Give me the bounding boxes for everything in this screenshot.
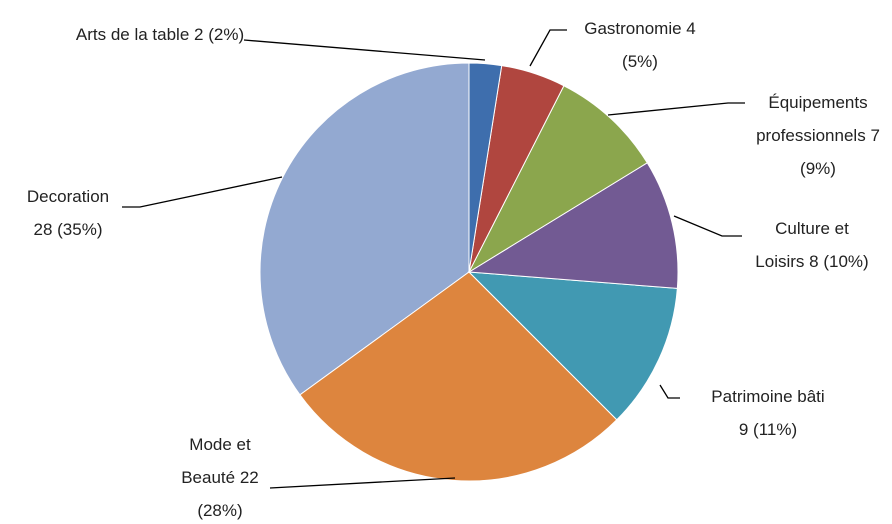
- category-label: Gastronomie: [584, 19, 682, 38]
- category-label: Patrimoine bâti: [711, 387, 825, 406]
- category-label: Arts de la table: [75, 25, 190, 44]
- pie-slice: [467, 271, 678, 421]
- leader-line: [243, 39, 486, 61]
- leader-line: [269, 477, 456, 489]
- data-label: Arts de la table 2 (2%): [70, 18, 250, 51]
- value-label: 22 (28%): [197, 468, 259, 520]
- leader-line: [122, 176, 283, 208]
- value-label: 2 (2%): [194, 25, 245, 44]
- category-label: Culture et Loisirs: [755, 219, 849, 271]
- data-label: Mode et Beauté 22 (28%): [165, 428, 275, 524]
- value-label: 9 (11%): [738, 420, 798, 439]
- data-label: Équipements professionnels 7 (9%): [756, 86, 881, 185]
- category-label: Decoration: [26, 187, 110, 206]
- leader-line: [529, 29, 567, 67]
- leader-line: [607, 102, 745, 116]
- category-label: Mode et Beauté: [181, 435, 251, 487]
- pie-slice: [467, 162, 679, 289]
- value-label: 4 (5%): [622, 19, 696, 71]
- value-label: 8 (10%): [809, 252, 869, 271]
- pie-slice: [467, 85, 648, 274]
- leader-line: [659, 384, 680, 399]
- data-label: Patrimoine bâti 9 (11%): [706, 380, 831, 446]
- data-label: Culture et Loisirs 8 (10%): [750, 212, 875, 278]
- data-label: Gastronomie 4 (5%): [575, 12, 705, 78]
- value-label: 28 (35%): [33, 220, 103, 239]
- pie-slice: [259, 62, 470, 396]
- pie-slice: [299, 271, 618, 482]
- data-label: Decoration 28 (35%): [21, 180, 116, 246]
- leader-line: [673, 215, 742, 237]
- pie-slice: [468, 62, 503, 273]
- value-label: 7 (9%): [800, 126, 880, 178]
- category-label: Équipements professionnels: [756, 93, 868, 145]
